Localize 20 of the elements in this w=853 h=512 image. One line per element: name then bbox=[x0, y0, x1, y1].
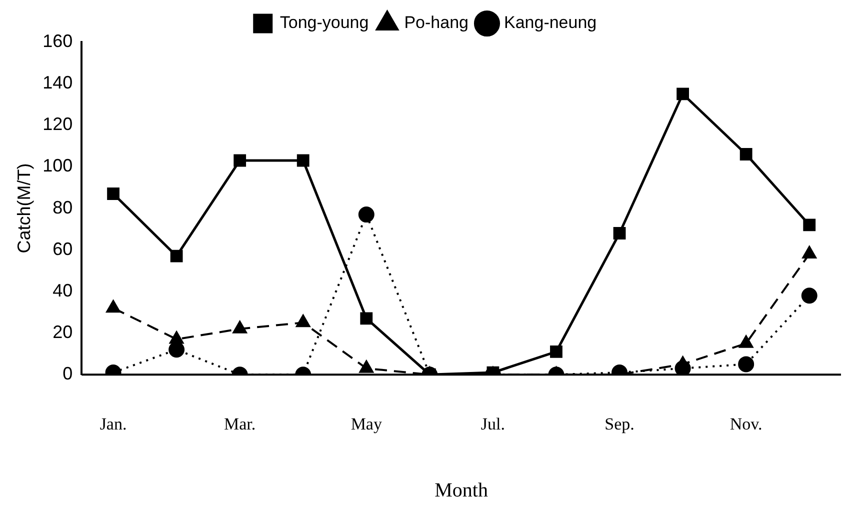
x-axis-title: Month bbox=[434, 479, 488, 502]
y-tick-label: 60 bbox=[52, 238, 73, 259]
legend-label: Tong-young bbox=[280, 13, 369, 32]
legend-label: Kang-neung bbox=[504, 13, 597, 32]
x-tick-label: Nov. bbox=[730, 414, 762, 434]
y-tick-label: 80 bbox=[52, 197, 73, 218]
x-tick-label: May bbox=[350, 414, 382, 434]
y-tick-label: 0 bbox=[62, 364, 73, 384]
x-tick-label: Mar. bbox=[224, 414, 256, 434]
y-tick-label: 40 bbox=[52, 280, 73, 300]
legend-label: Po-hang bbox=[404, 13, 468, 32]
x-tick-label: Jul. bbox=[480, 414, 506, 434]
y-tick-label: 120 bbox=[42, 114, 73, 134]
x-tick-label: Sep. bbox=[604, 414, 634, 434]
y-tick-label: 140 bbox=[42, 72, 73, 93]
x-tick-label: Jan. bbox=[100, 414, 127, 434]
y-axis-title: Catch(M/T) bbox=[14, 163, 34, 254]
y-tick-label: 20 bbox=[52, 322, 73, 342]
y-tick-label: 100 bbox=[42, 156, 73, 176]
y-tick-label: 160 bbox=[42, 30, 73, 51]
